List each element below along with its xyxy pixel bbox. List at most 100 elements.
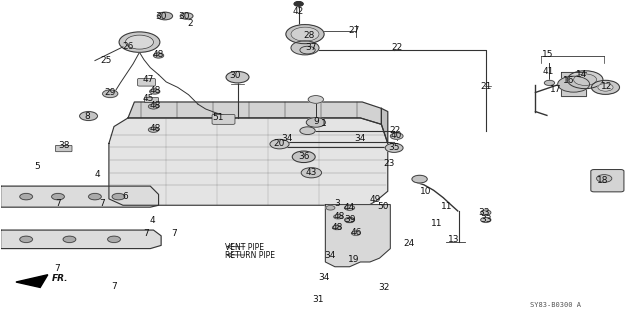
Circle shape bbox=[149, 127, 159, 132]
Circle shape bbox=[334, 214, 343, 219]
Text: 27: 27 bbox=[348, 27, 360, 36]
Circle shape bbox=[301, 168, 322, 178]
Text: 49: 49 bbox=[369, 195, 381, 204]
Text: 50: 50 bbox=[377, 202, 389, 211]
Text: 5: 5 bbox=[34, 162, 40, 171]
Text: FR.: FR. bbox=[52, 274, 68, 283]
Circle shape bbox=[300, 127, 315, 134]
FancyBboxPatch shape bbox=[212, 115, 235, 124]
Circle shape bbox=[292, 151, 315, 163]
Circle shape bbox=[291, 41, 319, 55]
Circle shape bbox=[390, 133, 403, 139]
Text: 48: 48 bbox=[331, 223, 343, 232]
Circle shape bbox=[52, 194, 64, 200]
Circle shape bbox=[126, 35, 154, 49]
Text: 46: 46 bbox=[350, 228, 362, 237]
Text: 7: 7 bbox=[55, 198, 61, 207]
Polygon shape bbox=[325, 204, 390, 267]
Text: 30: 30 bbox=[178, 12, 189, 21]
Text: 34: 34 bbox=[281, 134, 293, 143]
Circle shape bbox=[412, 175, 427, 183]
Circle shape bbox=[598, 84, 613, 91]
Circle shape bbox=[300, 46, 315, 54]
Text: 40: 40 bbox=[391, 131, 403, 140]
Text: 17: 17 bbox=[550, 85, 561, 94]
Text: 7: 7 bbox=[111, 282, 117, 291]
Circle shape bbox=[89, 194, 101, 200]
Circle shape bbox=[119, 32, 160, 52]
Text: 23: 23 bbox=[383, 159, 395, 168]
Text: 33: 33 bbox=[480, 215, 491, 224]
Text: 14: 14 bbox=[575, 70, 587, 79]
Text: 45: 45 bbox=[143, 94, 154, 103]
FancyBboxPatch shape bbox=[138, 78, 156, 86]
Text: 4: 4 bbox=[94, 170, 100, 179]
Circle shape bbox=[352, 231, 360, 236]
Text: 48: 48 bbox=[149, 101, 160, 110]
Circle shape bbox=[180, 13, 193, 19]
Text: 36: 36 bbox=[298, 152, 309, 161]
Text: RETURN PIPE: RETURN PIPE bbox=[225, 251, 275, 260]
Text: 47: 47 bbox=[143, 75, 154, 84]
Circle shape bbox=[345, 217, 355, 222]
Text: 39: 39 bbox=[344, 215, 355, 224]
Text: 7: 7 bbox=[100, 198, 105, 207]
Circle shape bbox=[294, 2, 303, 6]
Text: 37: 37 bbox=[306, 43, 317, 52]
Text: 44: 44 bbox=[344, 203, 355, 212]
Text: 18: 18 bbox=[597, 176, 608, 185]
Text: 15: 15 bbox=[542, 50, 554, 59]
Circle shape bbox=[270, 139, 289, 149]
Text: 34: 34 bbox=[318, 273, 330, 282]
Polygon shape bbox=[382, 108, 388, 143]
Circle shape bbox=[286, 25, 324, 44]
Circle shape bbox=[63, 236, 76, 243]
Text: 24: 24 bbox=[404, 239, 415, 248]
Text: 20: 20 bbox=[274, 139, 285, 148]
Text: 7: 7 bbox=[171, 229, 177, 238]
Circle shape bbox=[574, 74, 597, 85]
Text: 4: 4 bbox=[149, 216, 155, 225]
Circle shape bbox=[345, 218, 354, 223]
Text: 34: 34 bbox=[325, 251, 336, 260]
Text: 38: 38 bbox=[59, 141, 70, 150]
Text: 9: 9 bbox=[313, 117, 319, 126]
Polygon shape bbox=[16, 275, 48, 287]
Text: 25: 25 bbox=[100, 56, 112, 65]
Text: 30: 30 bbox=[229, 71, 241, 80]
Text: 43: 43 bbox=[306, 168, 317, 177]
Circle shape bbox=[112, 194, 125, 200]
Text: 34: 34 bbox=[355, 134, 366, 143]
Circle shape bbox=[385, 143, 403, 152]
Circle shape bbox=[108, 236, 121, 243]
Circle shape bbox=[567, 71, 603, 89]
Text: 31: 31 bbox=[312, 295, 323, 304]
Text: 11: 11 bbox=[431, 219, 443, 228]
Circle shape bbox=[308, 96, 323, 103]
Circle shape bbox=[291, 27, 319, 41]
Circle shape bbox=[326, 205, 335, 210]
Text: 8: 8 bbox=[84, 113, 90, 122]
Text: 28: 28 bbox=[304, 31, 315, 40]
Text: 51: 51 bbox=[212, 114, 224, 123]
Text: 22: 22 bbox=[390, 126, 401, 135]
Text: 48: 48 bbox=[334, 212, 345, 221]
Text: 16: 16 bbox=[563, 76, 574, 85]
FancyBboxPatch shape bbox=[591, 170, 624, 192]
Polygon shape bbox=[109, 118, 388, 205]
Polygon shape bbox=[128, 102, 382, 124]
Text: 48: 48 bbox=[153, 50, 164, 59]
Text: 10: 10 bbox=[420, 187, 432, 196]
Circle shape bbox=[226, 71, 249, 83]
Circle shape bbox=[591, 80, 619, 94]
Polygon shape bbox=[561, 72, 586, 96]
Circle shape bbox=[597, 175, 612, 182]
FancyBboxPatch shape bbox=[56, 145, 72, 152]
Text: 11: 11 bbox=[441, 202, 452, 211]
Text: 6: 6 bbox=[122, 192, 128, 201]
FancyBboxPatch shape bbox=[145, 98, 159, 103]
Text: 26: 26 bbox=[122, 42, 134, 52]
Text: 33: 33 bbox=[478, 208, 490, 217]
Text: 32: 32 bbox=[378, 283, 390, 292]
Text: 29: 29 bbox=[105, 88, 116, 97]
